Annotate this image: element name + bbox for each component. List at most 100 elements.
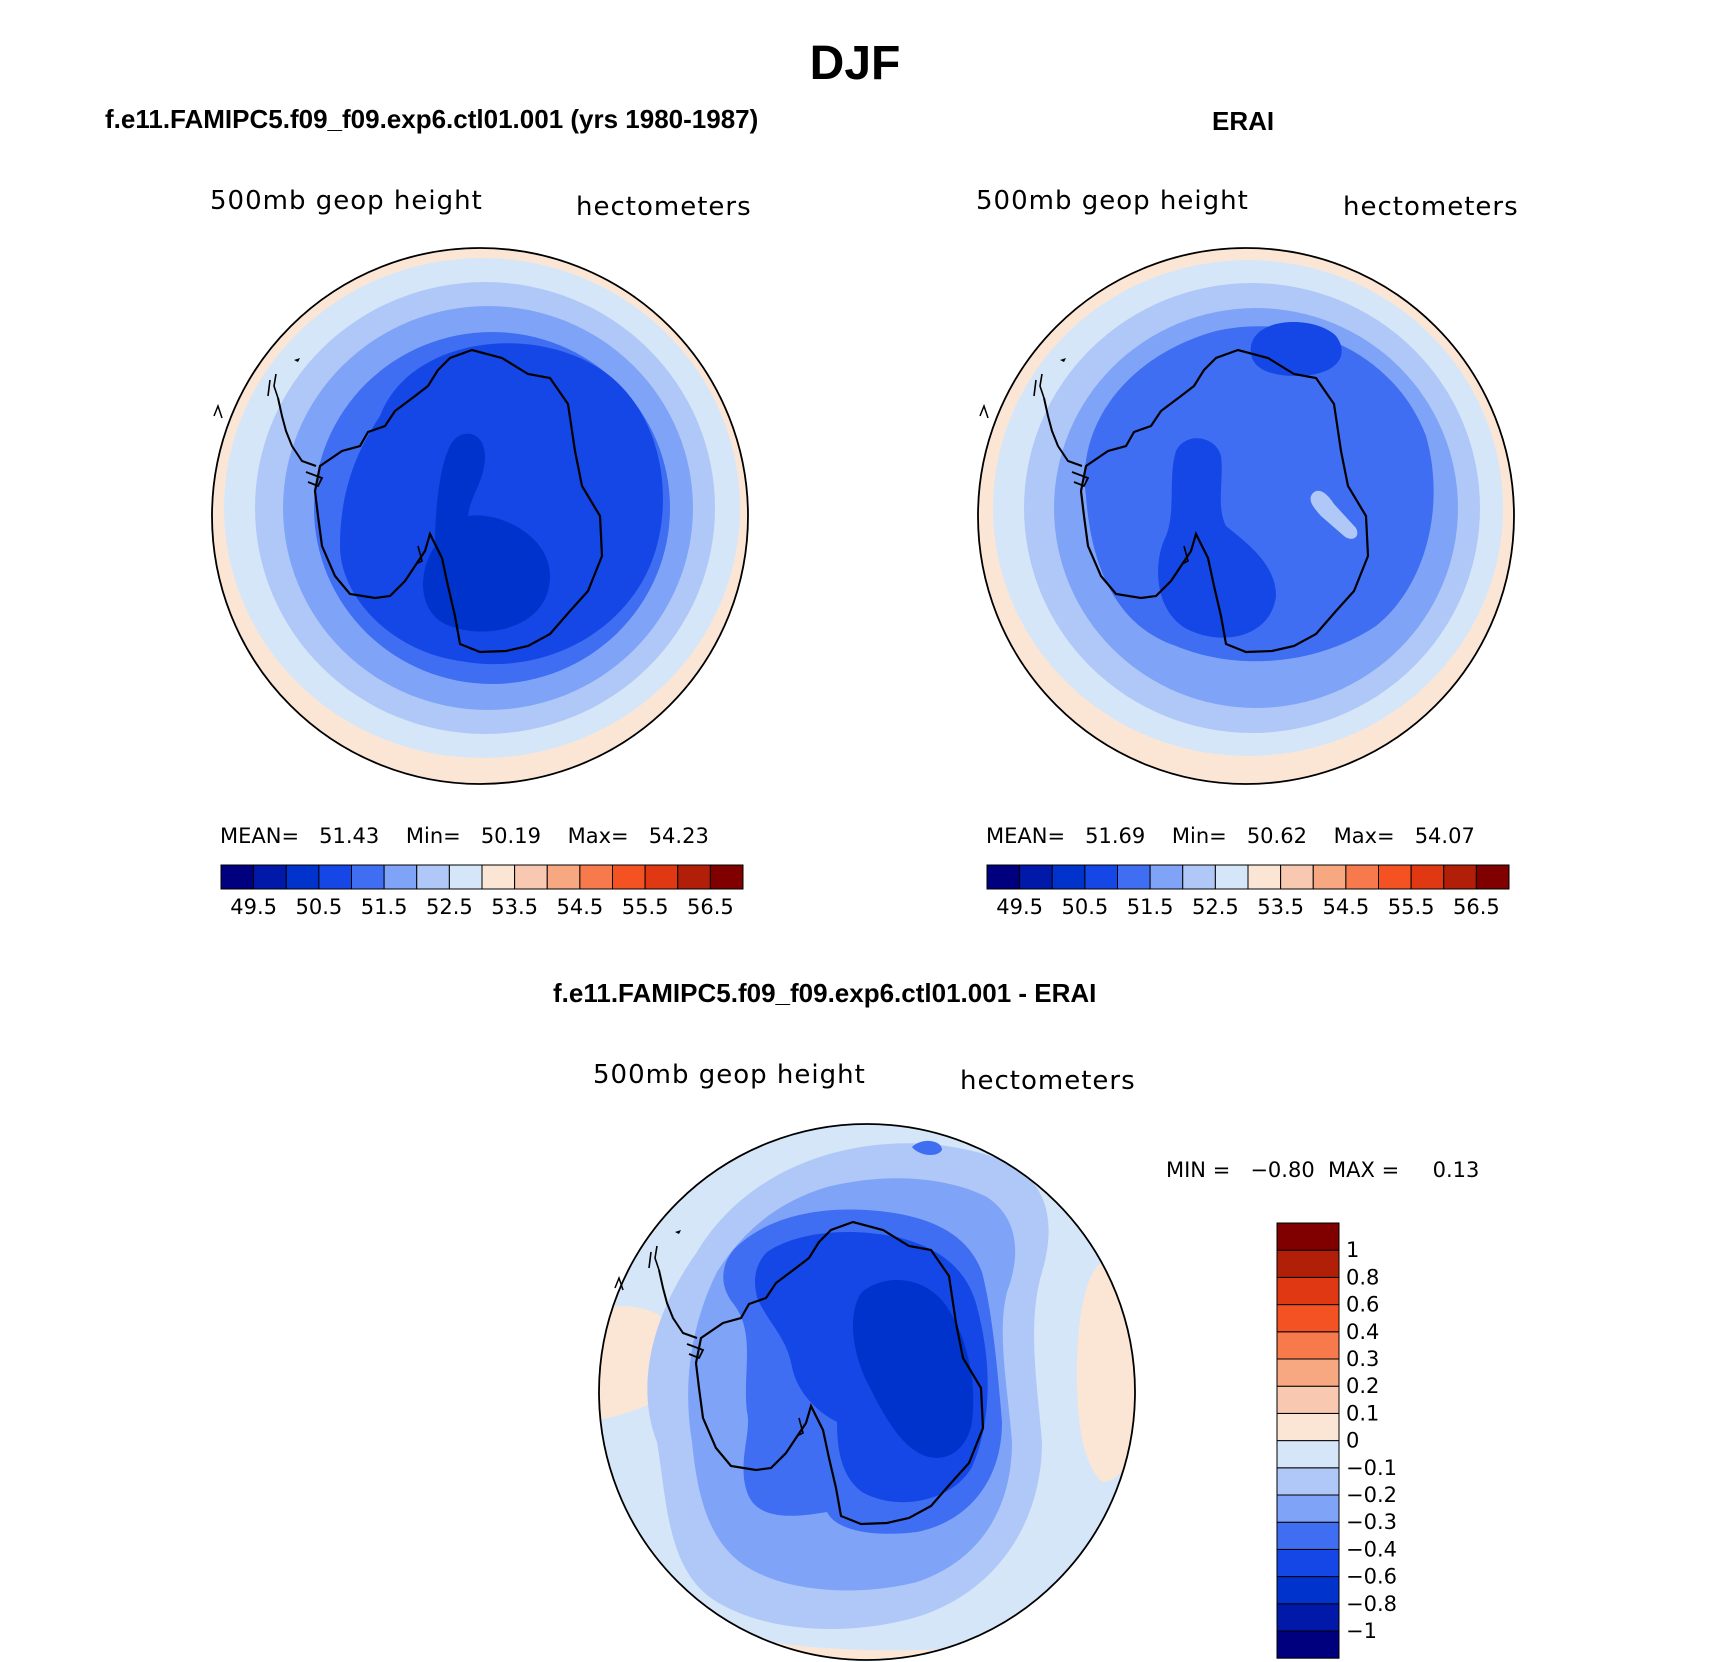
panel1-colorbar-swatch bbox=[383, 864, 418, 890]
panel3-colorbar-swatch bbox=[1276, 1630, 1340, 1659]
panel1-colorbar-swatch bbox=[318, 864, 352, 890]
panel3-colorbar-swatch bbox=[1276, 1358, 1340, 1387]
panel3-colorbar-tick-label: 0.4 bbox=[1346, 1320, 1379, 1344]
panel2-colorbar-swatch bbox=[1475, 864, 1510, 890]
panel2-title: ERAI bbox=[1212, 106, 1275, 136]
panel3-min: −0.80 bbox=[1250, 1158, 1315, 1182]
panel3-colorbar-tick-label: −0.6 bbox=[1346, 1565, 1397, 1589]
panel1-colorbar-tick-label: 49.5 bbox=[230, 895, 277, 919]
figure-title: DJF bbox=[809, 37, 901, 90]
panel1-colorbar-swatch bbox=[546, 864, 581, 890]
panel3-max-label: MAX = bbox=[1328, 1158, 1400, 1182]
panel1-max-label: Max= bbox=[567, 824, 629, 848]
panel2-colorbar-tick-label: 51.5 bbox=[1127, 895, 1174, 919]
panel1-colorbar-tick-label: 52.5 bbox=[426, 895, 473, 919]
panel1-colorbar-tick-label: 54.5 bbox=[556, 895, 603, 919]
panel3-colorbar-swatch bbox=[1276, 1494, 1340, 1523]
panel3-colorbar-swatch bbox=[1276, 1412, 1340, 1442]
panel2-colorbar-swatch bbox=[1117, 864, 1151, 890]
panel1-colorbar-swatch bbox=[644, 864, 679, 890]
panel2-variable: 500mb geop height bbox=[976, 186, 1249, 216]
panel3-colorbar-tick-label: 0.6 bbox=[1346, 1293, 1379, 1317]
panel3-colorbar-swatch bbox=[1276, 1576, 1340, 1605]
panel2-colorbar-tick-label: 49.5 bbox=[996, 895, 1043, 919]
panel3-colorbar-tick-label: 0.3 bbox=[1346, 1347, 1379, 1371]
panel1-colorbar-swatch bbox=[220, 864, 255, 890]
panel2-colorbar-swatch bbox=[1410, 864, 1445, 890]
panel1-map bbox=[211, 247, 749, 785]
panel1-colorbar-swatch bbox=[253, 864, 287, 890]
panel1-colorbar-tick-label: 50.5 bbox=[295, 895, 342, 919]
panel2-colorbar-swatch bbox=[1149, 864, 1184, 890]
panel3-colorbar-swatch bbox=[1276, 1467, 1340, 1496]
panel3-max: 0.13 bbox=[1432, 1158, 1480, 1182]
panel1-colorbar-swatch bbox=[416, 864, 450, 890]
panel1-colorbar-swatch bbox=[448, 864, 483, 890]
panel2-colorbar-swatch bbox=[1247, 864, 1282, 890]
panel1-max: 54.23 bbox=[648, 824, 709, 848]
panel1-colorbar-swatch bbox=[285, 864, 320, 890]
panel2-colorbar-swatch bbox=[1019, 864, 1053, 890]
panel1-colorbar-tick-label: 55.5 bbox=[622, 895, 669, 919]
panel3-variable: 500mb geop height bbox=[593, 1060, 866, 1090]
panel1-title: f.e11.FAMIPC5.f09_f09.exp6.ctl01.001 (yr… bbox=[105, 104, 759, 134]
panel3-min-label: MIN = bbox=[1166, 1158, 1231, 1182]
panel3-colorbar-swatch bbox=[1276, 1222, 1340, 1251]
panel3-colorbar-swatch bbox=[1276, 1548, 1340, 1578]
panel3-units: hectometers bbox=[960, 1066, 1136, 1096]
panel1-colorbar-swatch bbox=[709, 864, 744, 890]
panel2-colorbar-tick-label: 55.5 bbox=[1388, 895, 1435, 919]
panel3-colorbar-tick-label: −0.4 bbox=[1346, 1537, 1397, 1561]
panel2-mean-label: MEAN= bbox=[986, 824, 1066, 848]
panel2-map bbox=[977, 247, 1515, 785]
panel3-colorbar-tick-label: −0.3 bbox=[1346, 1510, 1397, 1534]
panel2-mean: 51.69 bbox=[1085, 824, 1146, 848]
panel2-colorbar-swatch bbox=[986, 864, 1021, 890]
panel2-units: hectometers bbox=[1343, 192, 1519, 222]
panel2-colorbar-swatch bbox=[1345, 864, 1379, 890]
panel1-colorbar-swatch bbox=[351, 864, 385, 890]
panel3-colorbar-tick-label: −0.2 bbox=[1346, 1483, 1397, 1507]
panel3-colorbar-swatch bbox=[1276, 1521, 1340, 1550]
panel3-colorbar-swatch bbox=[1276, 1331, 1340, 1360]
panel3-colorbar-swatch bbox=[1276, 1304, 1340, 1333]
panel3-colorbar-tick-label: −0.1 bbox=[1346, 1456, 1397, 1480]
panel3-colorbar-tick-label: 0 bbox=[1346, 1429, 1359, 1453]
panel3-map bbox=[598, 1123, 1136, 1661]
panel3-colorbar-tick-label: −0.8 bbox=[1346, 1592, 1397, 1616]
panel3-colorbar-swatch bbox=[1276, 1276, 1340, 1306]
panel3-colorbar-swatch bbox=[1276, 1249, 1340, 1278]
panel2-colorbar-swatch bbox=[1084, 864, 1118, 890]
panel1-colorbar-swatch bbox=[579, 864, 613, 890]
panel3-colorbar-swatch bbox=[1276, 1385, 1340, 1414]
panel1-colorbar-tick-label: 56.5 bbox=[687, 895, 734, 919]
panel3-title: f.e11.FAMIPC5.f09_f09.exp6.ctl01.001 - E… bbox=[553, 978, 1097, 1008]
panel3-colorbar-swatch bbox=[1276, 1440, 1340, 1469]
panel1-units: hectometers bbox=[576, 192, 752, 222]
panel2-colorbar-tick-label: 50.5 bbox=[1061, 895, 1108, 919]
panel1-variable: 500mb geop height bbox=[210, 186, 483, 216]
panel1-colorbar-swatch bbox=[612, 864, 646, 890]
panel2-colorbar-swatch bbox=[1214, 864, 1249, 890]
panel2-colorbar-swatch bbox=[1182, 864, 1216, 890]
panel3-colorbar-tick-label: 0.1 bbox=[1346, 1401, 1379, 1425]
panel1-colorbar-tick-label: 53.5 bbox=[491, 895, 538, 919]
panel1-min: 50.19 bbox=[480, 824, 541, 848]
panel2-colorbar-swatch bbox=[1378, 864, 1412, 890]
panel1-min-label: Min= bbox=[405, 824, 461, 848]
panel2-colorbar-swatch bbox=[1280, 864, 1314, 890]
panel1-colorbar-tick-label: 51.5 bbox=[361, 895, 408, 919]
panel2-colorbar-swatch bbox=[1443, 864, 1477, 890]
panel2-colorbar-tick-label: 53.5 bbox=[1257, 895, 1304, 919]
panel2-colorbar-tick-label: 52.5 bbox=[1192, 895, 1239, 919]
panel3-colorbar-tick-label: 0.8 bbox=[1346, 1265, 1379, 1289]
panel1-mean-label: MEAN= bbox=[220, 824, 300, 848]
panel2-colorbar-tick-label: 56.5 bbox=[1453, 895, 1500, 919]
panel2-colorbar-swatch bbox=[1312, 864, 1347, 890]
panel1-colorbar-swatch bbox=[481, 864, 516, 890]
panel2-colorbar-swatch bbox=[1051, 864, 1086, 890]
panel1-colorbar-swatch bbox=[677, 864, 711, 890]
panel1-colorbar: 49.5 50.5 51.5 52.5 53.5 54.5 55.5 56.5 bbox=[220, 864, 744, 919]
panel3-colorbar: −1 −0.8 −0.6 −0.4 −0.3 −0.2 −0.1 0 0.1 0.2 0.3 0.4 0… bbox=[1276, 1222, 1397, 1659]
panel1-colorbar-swatch bbox=[514, 864, 548, 890]
